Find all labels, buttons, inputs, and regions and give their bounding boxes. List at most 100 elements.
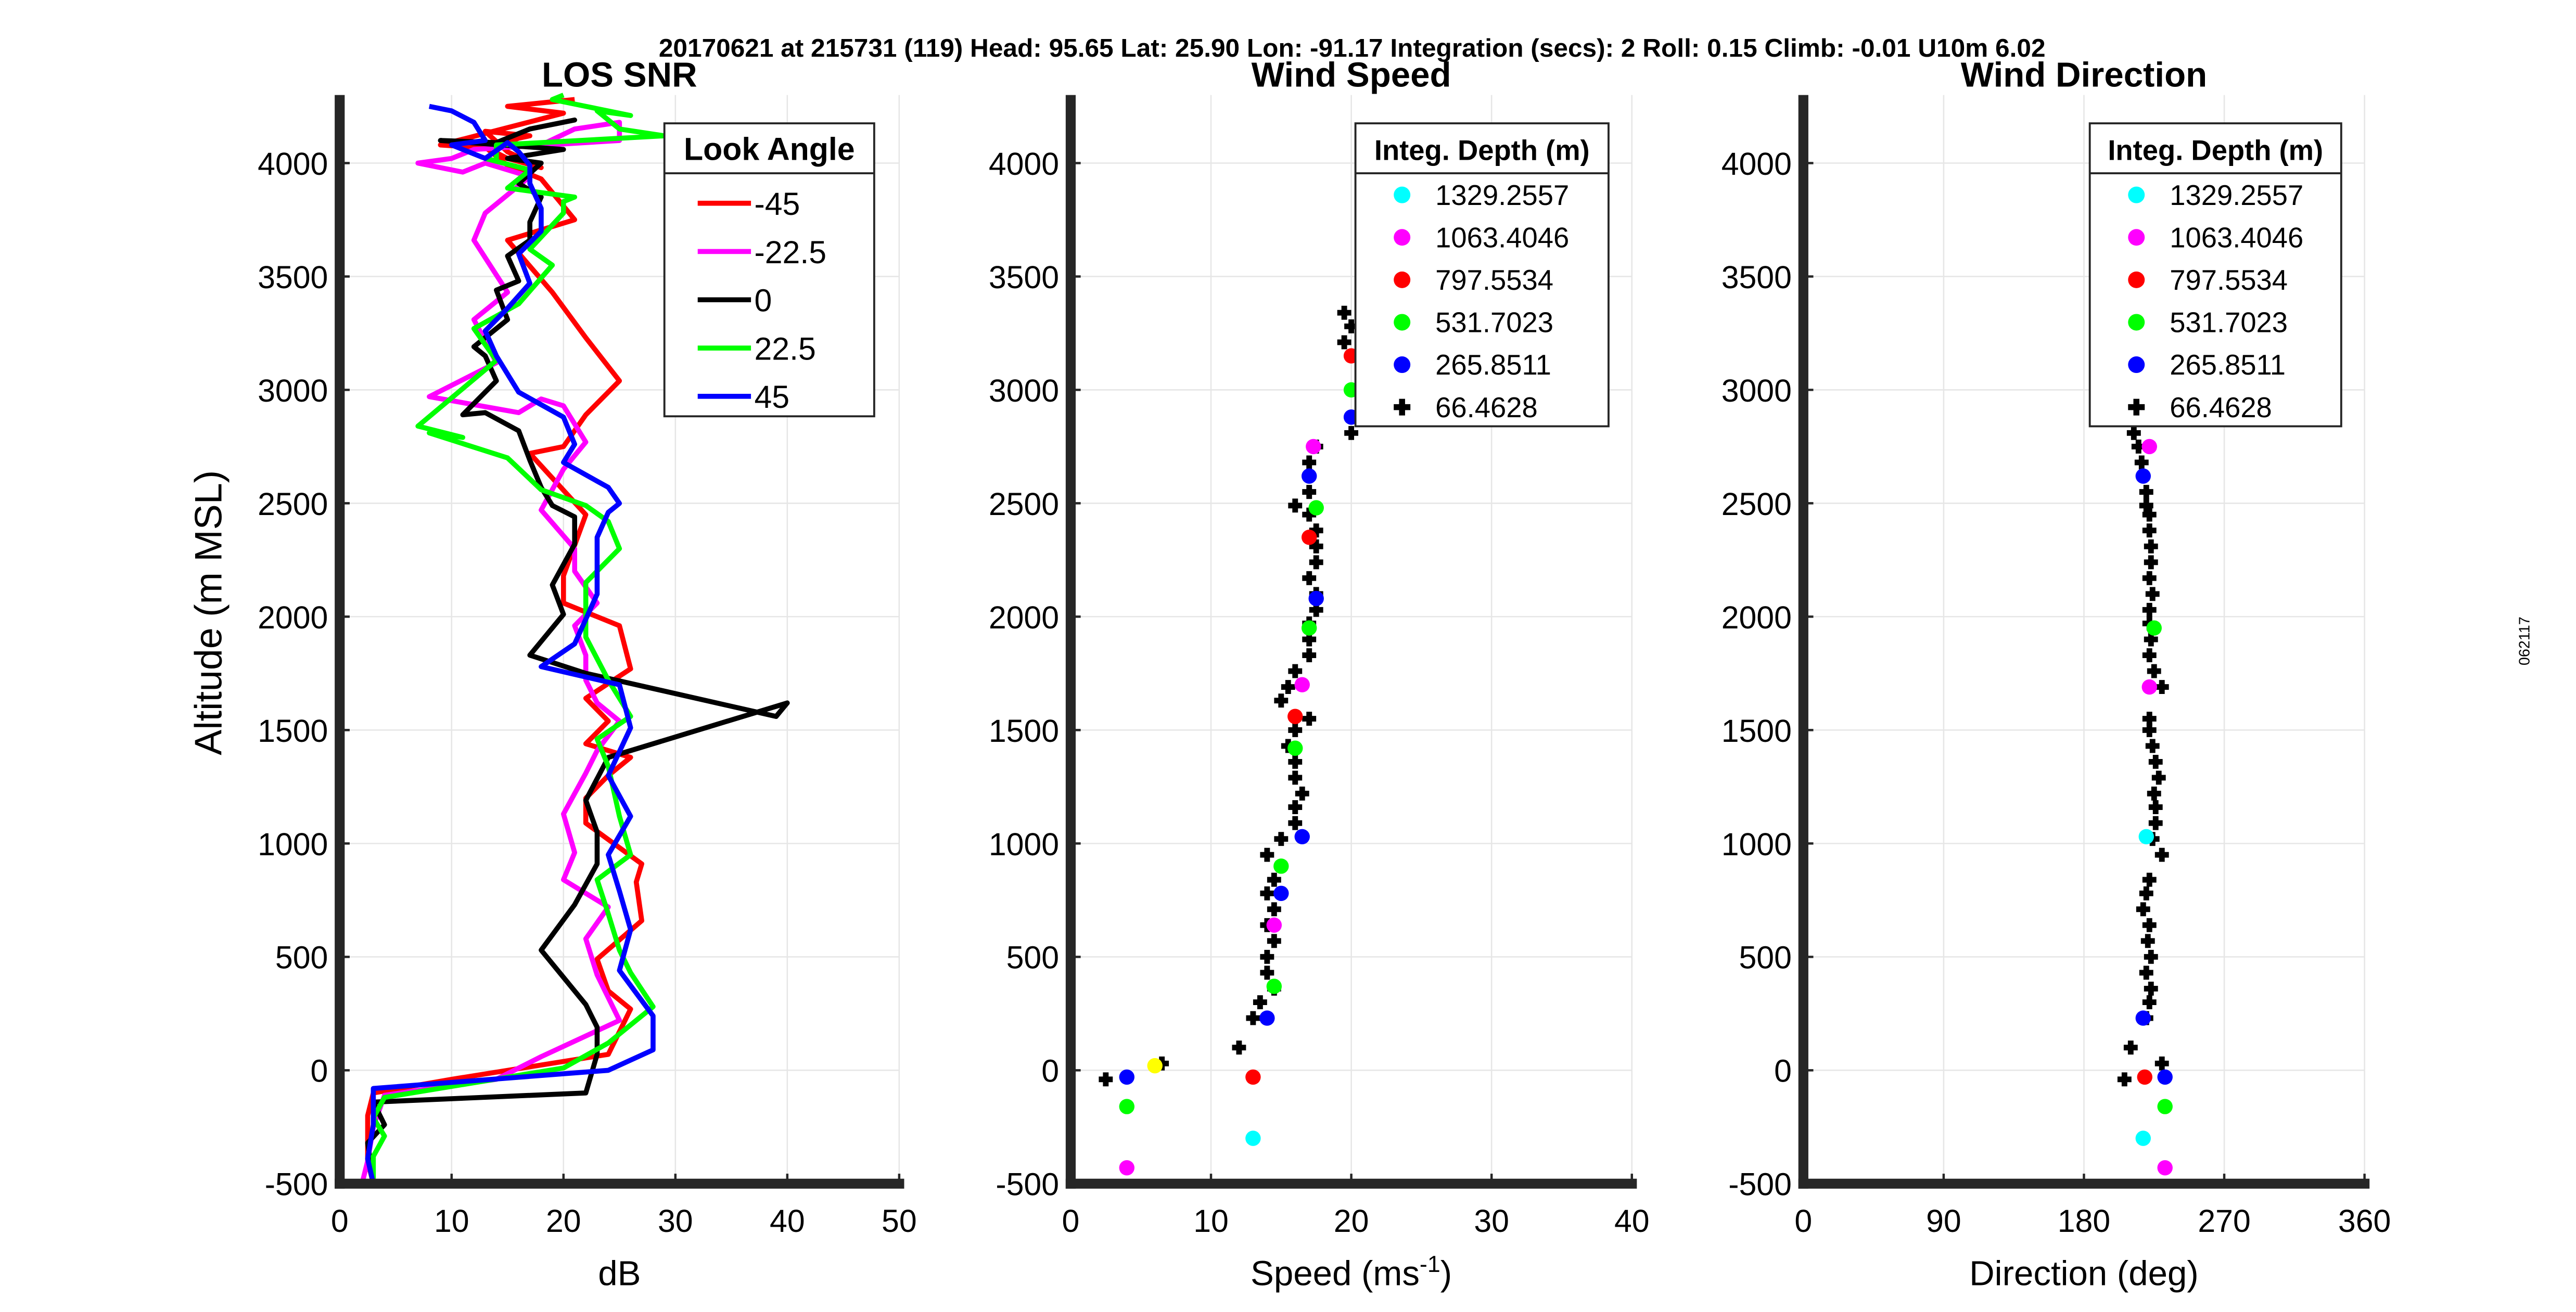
data-point-plus (2154, 680, 2169, 694)
x-tick-label: 40 (1614, 1203, 1650, 1239)
x-axis-label: Speed (ms-1) (1251, 1251, 1452, 1293)
data-point-plus (2142, 602, 2157, 617)
data-point-plus (2134, 455, 2149, 470)
legend: Look Angle -45 -22.5 0 22.5 45 (663, 122, 875, 418)
data-point-plus (2145, 739, 2160, 753)
data-point-plus (2142, 918, 2157, 932)
data-point (1266, 917, 1282, 933)
data-point (1306, 439, 1321, 455)
data-point-plus (2142, 872, 2157, 887)
legend-label: 66.4628 (2170, 392, 2272, 423)
y-tick-label: 0 (311, 1053, 328, 1089)
data-point-plus (1337, 305, 1351, 320)
data-point (2146, 620, 2162, 636)
data-point-plus (1302, 455, 1317, 470)
y-axis-label: Altitude (m MSL) (187, 470, 230, 755)
data-point (2141, 439, 2157, 455)
data-point (1301, 620, 1317, 636)
y-tick-label: 500 (1739, 940, 1792, 975)
x-tick-label: 10 (1193, 1203, 1229, 1239)
legend-label: -22.5 (754, 235, 826, 270)
data-point-plus (1260, 886, 1274, 901)
x-tick-label: 360 (2338, 1203, 2391, 1239)
data-point (1287, 740, 1303, 756)
data-point (1119, 1160, 1134, 1176)
data-point (2135, 468, 2151, 484)
x-tick-label: 30 (1474, 1203, 1509, 1239)
data-point-plus (1344, 426, 1359, 440)
x-tick-label: 90 (1926, 1203, 1961, 1239)
chart-title: Wind Speed (1252, 56, 1451, 95)
data-point-plus (2136, 902, 2150, 917)
data-point-plus (1302, 485, 1317, 499)
y-tick-label: 0 (1774, 1053, 1792, 1089)
data-point-plus (1274, 693, 1289, 708)
data-point (1245, 1130, 1261, 1146)
legend-label: -45 (754, 186, 800, 222)
legend-label: 1063.4046 (1435, 222, 1569, 253)
data-point (2137, 1069, 2153, 1085)
data-point-plus (1260, 847, 1274, 862)
x-tick-label: 30 (658, 1203, 693, 1239)
legend-label: 265.8511 (2170, 349, 2286, 381)
legend-label: 797.5534 (1435, 264, 1553, 296)
data-point (1266, 979, 1282, 994)
legend-label: 797.5534 (2170, 264, 2288, 296)
data-point (1119, 1099, 1134, 1114)
y-tick-label: -500 (265, 1167, 328, 1202)
data-point-plus (1288, 498, 1303, 513)
y-tick-label: 2000 (989, 600, 1059, 635)
data-point (1294, 829, 1310, 845)
data-point-plus (1288, 754, 1303, 769)
data-point-plus (1288, 723, 1303, 737)
data-point (1147, 1058, 1163, 1074)
legend: Integ. Depth (m) 1329.2557 1063.4046 797.55… (1354, 122, 1610, 428)
y-tick-label: 3000 (1721, 373, 1792, 408)
data-point-plus (1288, 816, 1303, 830)
data-point-plus (2144, 539, 2158, 554)
series-line-22.5 (371, 93, 667, 1184)
data-point-plus (1267, 902, 1281, 917)
data-point-plus (2148, 754, 2163, 769)
legend-box (663, 122, 875, 418)
x-tick-label: 20 (1334, 1203, 1369, 1239)
y-tick-label: 4000 (989, 146, 1059, 182)
y-tick-label: 4000 (258, 146, 328, 182)
legend-marker-circle (2128, 229, 2145, 246)
data-point (1273, 858, 1289, 874)
y-tick-label: 2500 (989, 486, 1059, 522)
legend-label: 1329.2557 (2170, 179, 2303, 211)
x-tick-label: 50 (882, 1203, 917, 1239)
x-tick-label: 10 (434, 1203, 469, 1239)
y-tick-label: 1000 (1721, 827, 1792, 862)
chart-title: LOS SNR (542, 56, 697, 95)
data-point-plus (2140, 934, 2155, 948)
data-point (1245, 1069, 1261, 1085)
data-point-plus (2144, 981, 2158, 996)
data-point-plus (1302, 571, 1317, 585)
legend-marker-circle (2128, 271, 2145, 288)
data-point-plus (2139, 485, 2153, 499)
legend-marker-circle (1394, 229, 1411, 246)
y-tick-label: 3500 (1721, 260, 1792, 295)
data-point (2157, 1160, 2173, 1176)
y-tick-label: 4000 (1721, 146, 1792, 182)
data-point-plus (2154, 1056, 2169, 1071)
data-point (1301, 468, 1317, 484)
data-point (2141, 679, 2157, 695)
data-point (1259, 1010, 1275, 1026)
y-tick-label: 1000 (258, 827, 328, 862)
data-point-plus (2142, 995, 2157, 1009)
y-tick-label: -500 (1728, 1167, 1792, 1202)
data-point-plus (2142, 571, 2157, 585)
legend-title: Look Angle (684, 131, 855, 166)
data-point-plus (1267, 934, 1281, 948)
legend: Integ. Depth (m) 1329.2557 1063.4046 797.55… (2088, 122, 2342, 428)
figure-header: 20170621 at 215731 (119) Head: 95.65 Lat… (659, 33, 2046, 62)
x-tick-label: 20 (546, 1203, 581, 1239)
y-tick-label: 1500 (989, 713, 1059, 749)
data-point-plus (1253, 995, 1267, 1009)
data-point (1273, 885, 1289, 902)
